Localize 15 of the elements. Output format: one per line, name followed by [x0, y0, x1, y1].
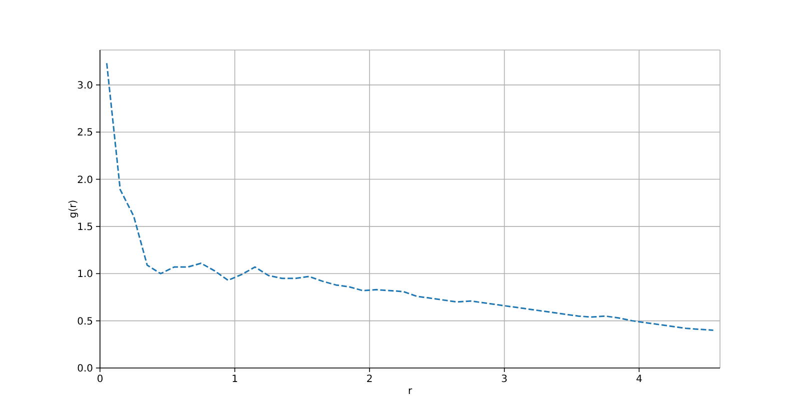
x-tick-label: 3: [501, 374, 508, 386]
y-tick-label: 3.0: [77, 80, 93, 92]
x-axis-title: r: [408, 386, 413, 397]
y-tick-label: 2.0: [77, 174, 93, 186]
x-tick-label: 1: [232, 374, 238, 386]
line-series: [106, 62, 714, 332]
y-axis-title: g(r): [68, 200, 78, 218]
x-tick-label: 4: [636, 374, 642, 386]
y-tick-label: 0.5: [77, 316, 93, 328]
y-tick-label: 2.5: [77, 128, 93, 139]
x-tick-label: 0: [96, 374, 104, 386]
x-tick-label: 2: [366, 374, 373, 386]
y-tick-label: 1.5: [77, 222, 93, 234]
y-tick-label: 0.0: [77, 364, 93, 375]
y-tick-label: 1.0: [77, 269, 93, 280]
